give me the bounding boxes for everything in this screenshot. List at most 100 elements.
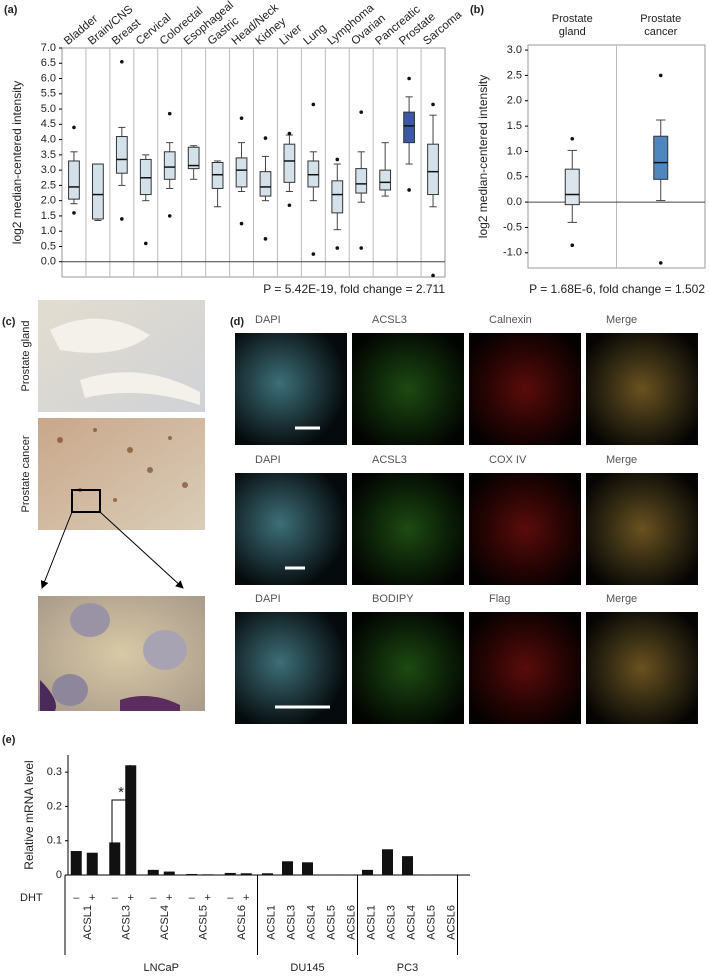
x-tick-label: ACSL4 — [305, 905, 317, 940]
bar — [282, 861, 293, 875]
bar — [109, 842, 121, 875]
box — [355, 168, 368, 194]
x-tick-label: ACSL3 — [121, 905, 133, 940]
outlier — [658, 261, 663, 265]
bar — [202, 874, 214, 875]
y-tick-label: 1.0 — [507, 145, 522, 157]
channel-label: Merge — [606, 314, 637, 326]
y-tick-label: 0.0 — [41, 256, 56, 268]
outlier — [570, 136, 575, 141]
y-tick-label: 6.5 — [41, 57, 56, 69]
bar — [240, 873, 252, 875]
box — [68, 160, 80, 200]
x-tick-label: ACSL4 — [159, 905, 171, 940]
y-tick-label: 0 — [56, 869, 62, 881]
outlier — [311, 102, 316, 107]
zoom-arrow — [99, 511, 184, 589]
y-tick-label: 0.5 — [41, 240, 56, 252]
panel-label: (c) — [2, 316, 16, 328]
category-label: Prostate cancer — [640, 13, 682, 38]
box — [564, 168, 580, 206]
box — [139, 158, 152, 196]
outlier — [120, 217, 124, 221]
x-tick-label: ACSL6 — [445, 905, 457, 940]
y-tick-label: 2.5 — [41, 179, 56, 191]
micrograph — [586, 333, 698, 445]
box — [187, 146, 200, 170]
group-label: PC3 — [397, 962, 418, 974]
bar — [224, 872, 236, 875]
legend-label: + — [205, 892, 211, 904]
bar — [302, 862, 313, 875]
bar — [86, 852, 98, 875]
outlier — [335, 157, 340, 162]
zoom-box — [71, 489, 101, 513]
x-tick-label: ACSL1 — [265, 905, 277, 940]
outlier — [120, 59, 124, 64]
y-tick-label: 3.0 — [41, 164, 56, 176]
box — [163, 151, 176, 180]
box — [235, 157, 248, 188]
box — [259, 171, 272, 197]
box — [331, 180, 344, 214]
category-label: Prostate gland — [551, 13, 593, 38]
y-tick-label: 3.5 — [41, 149, 56, 161]
group-label: DU145 — [290, 962, 324, 974]
y-axis-label: log2 median-centered intensity — [10, 81, 24, 244]
micrograph — [586, 612, 698, 724]
y-tick-label: 2.0 — [41, 195, 56, 207]
outlier — [72, 211, 76, 215]
outlier — [658, 73, 663, 78]
y-tick-label: 3.0 — [507, 44, 522, 56]
box — [403, 111, 415, 144]
outlier — [431, 102, 435, 107]
box — [283, 143, 296, 183]
micrograph — [469, 473, 581, 585]
bar — [362, 869, 373, 875]
outlier — [143, 241, 148, 246]
y-tick-label: 4.5 — [41, 118, 56, 130]
box — [427, 143, 439, 196]
outlier — [263, 136, 268, 140]
outlier — [72, 125, 76, 130]
image-label: Prostate cancer — [20, 435, 32, 512]
outlier — [431, 273, 435, 278]
micrograph — [352, 473, 464, 585]
channel-label: BODIPY — [372, 593, 414, 605]
annotation: P = 5.42E-19, fold change = 2.711 — [263, 282, 445, 296]
y-tick-label: 6.0 — [41, 72, 56, 84]
zoom-nuclei — [40, 603, 187, 711]
bar — [163, 871, 175, 875]
legend-label: – — [112, 892, 119, 904]
channel-label: COX IV — [489, 454, 527, 466]
x-tick-label: ACSL5 — [425, 905, 437, 940]
annotation: * — [118, 784, 124, 801]
channel-label: DAPI — [255, 454, 281, 466]
x-tick-label: ACSL5 — [325, 905, 337, 940]
outlier — [239, 221, 244, 226]
y-tick-label: 0.3 — [47, 766, 62, 778]
panel-label: (e) — [2, 734, 16, 746]
legend-label: – — [227, 892, 234, 904]
y-tick-label: 5.0 — [41, 103, 56, 115]
outlier — [239, 116, 244, 121]
y-tick-label: -0.5 — [503, 221, 522, 233]
outlier — [167, 214, 172, 218]
y-tick-label: 0.0 — [507, 196, 522, 208]
y-tick-label: 7.0 — [41, 42, 56, 54]
box — [307, 160, 320, 188]
bar — [402, 856, 413, 875]
legend-label: + — [89, 892, 95, 904]
panel-label: (a) — [4, 4, 18, 16]
y-tick-label: 0.5 — [507, 171, 522, 183]
y-tick-label: 5.5 — [41, 88, 56, 100]
annotation: P = 1.68E-6, fold change = 1.502 — [529, 282, 705, 296]
bar — [70, 851, 82, 875]
y-tick-label: 1.0 — [41, 225, 56, 237]
y-tick-label: 4.0 — [41, 134, 56, 146]
outlier — [359, 246, 364, 250]
micrograph — [469, 612, 581, 724]
micrograph — [235, 473, 347, 585]
legend-label: – — [189, 892, 196, 904]
y-tick-label: 0.2 — [47, 800, 62, 812]
